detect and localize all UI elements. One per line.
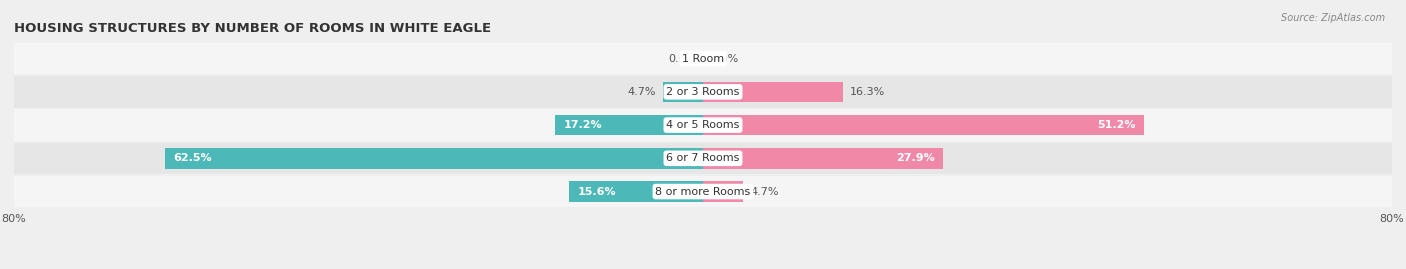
Text: 15.6%: 15.6% bbox=[578, 186, 616, 197]
Text: 4.7%: 4.7% bbox=[627, 87, 655, 97]
Text: 27.9%: 27.9% bbox=[896, 153, 935, 163]
Text: 62.5%: 62.5% bbox=[173, 153, 212, 163]
Text: 16.3%: 16.3% bbox=[851, 87, 886, 97]
Bar bbox=[703, 148, 943, 169]
Text: 6 or 7 Rooms: 6 or 7 Rooms bbox=[666, 153, 740, 163]
Text: 0.0%: 0.0% bbox=[710, 54, 738, 64]
Bar bbox=[14, 109, 1392, 141]
Bar bbox=[703, 115, 1144, 135]
Bar bbox=[703, 181, 744, 202]
Text: 4.7%: 4.7% bbox=[751, 186, 779, 197]
Bar bbox=[703, 82, 844, 102]
Bar bbox=[555, 115, 703, 135]
Bar bbox=[14, 143, 1392, 174]
Bar bbox=[14, 176, 1392, 207]
Text: 1 Room: 1 Room bbox=[682, 54, 724, 64]
Text: 51.2%: 51.2% bbox=[1097, 120, 1135, 130]
Text: HOUSING STRUCTURES BY NUMBER OF ROOMS IN WHITE EAGLE: HOUSING STRUCTURES BY NUMBER OF ROOMS IN… bbox=[14, 22, 491, 35]
Text: 0.0%: 0.0% bbox=[668, 54, 696, 64]
Bar bbox=[14, 43, 1392, 75]
Text: 8 or more Rooms: 8 or more Rooms bbox=[655, 186, 751, 197]
Text: 2 or 3 Rooms: 2 or 3 Rooms bbox=[666, 87, 740, 97]
Text: 17.2%: 17.2% bbox=[564, 120, 602, 130]
Text: 4 or 5 Rooms: 4 or 5 Rooms bbox=[666, 120, 740, 130]
Text: Source: ZipAtlas.com: Source: ZipAtlas.com bbox=[1281, 13, 1385, 23]
Bar bbox=[568, 181, 703, 202]
Bar bbox=[662, 82, 703, 102]
Bar bbox=[165, 148, 703, 169]
Bar bbox=[14, 76, 1392, 108]
